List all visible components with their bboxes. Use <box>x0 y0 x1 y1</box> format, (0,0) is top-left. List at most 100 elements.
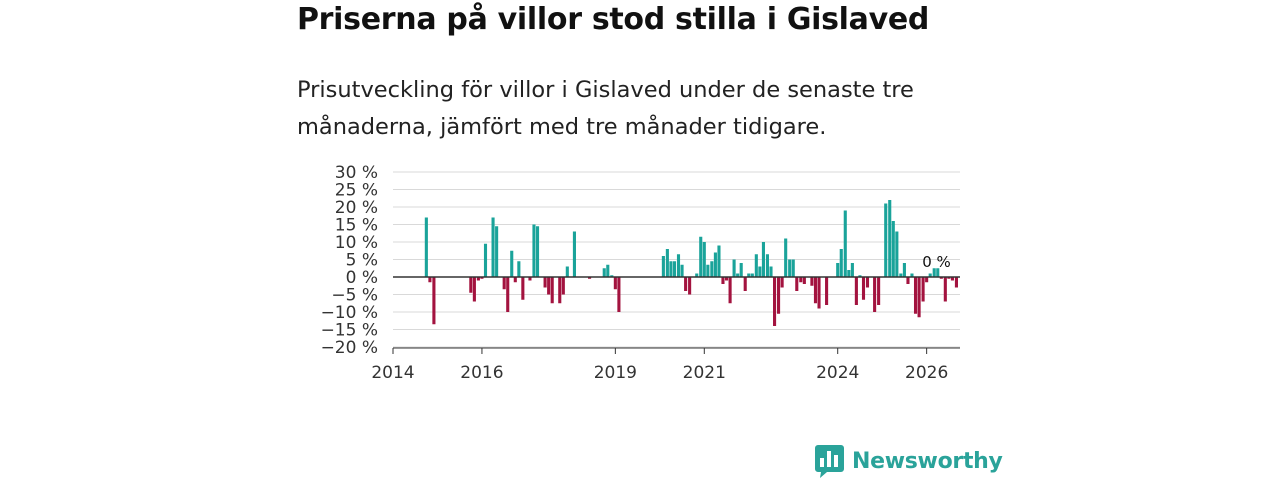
x-tick-label: 2019 <box>594 363 637 383</box>
bar <box>469 277 473 293</box>
bar <box>765 254 769 277</box>
bar <box>802 277 806 284</box>
bar <box>739 263 743 277</box>
bar <box>680 264 684 277</box>
bar <box>791 259 795 277</box>
bar <box>547 277 551 295</box>
bar <box>795 277 799 291</box>
bar <box>788 259 792 277</box>
bar <box>888 200 892 277</box>
bar <box>558 277 562 304</box>
bar <box>672 261 677 277</box>
bar <box>721 277 725 284</box>
bar <box>684 277 688 291</box>
y-tick-label: 25 % <box>335 181 378 201</box>
bar <box>784 238 788 277</box>
bar <box>932 268 936 277</box>
bar <box>936 268 940 277</box>
bar <box>699 236 703 277</box>
bar <box>502 277 506 290</box>
bar <box>891 221 895 277</box>
bar <box>476 277 480 281</box>
bar <box>854 277 858 305</box>
bar <box>661 256 665 277</box>
x-tick-label: 2021 <box>683 363 726 383</box>
page-subtitle: Prisutveckling för villor i Gislaved und… <box>297 77 914 140</box>
x-tick-label: 2014 <box>371 363 414 383</box>
bar <box>850 263 854 277</box>
bar <box>506 277 510 312</box>
bar <box>480 277 484 279</box>
bar <box>817 277 821 309</box>
bar <box>839 249 843 277</box>
bar <box>561 277 565 295</box>
bar <box>884 203 888 277</box>
bar <box>899 273 903 277</box>
chart-speech-bubble-icon <box>815 445 844 478</box>
bar <box>676 254 681 277</box>
y-tick-label: −5 % <box>331 286 378 306</box>
bar <box>843 210 847 277</box>
bar <box>813 277 818 304</box>
bar <box>769 266 773 277</box>
bar <box>432 277 436 325</box>
bar <box>710 261 714 277</box>
newsworthy-logo[interactable]: Newsworthy <box>815 445 1003 478</box>
bar <box>747 273 751 277</box>
bar <box>895 231 899 277</box>
bar <box>950 277 954 281</box>
bar <box>572 231 576 277</box>
bar <box>713 252 717 277</box>
bar <box>902 263 906 277</box>
bar <box>947 277 951 279</box>
bar <box>761 242 765 277</box>
bar <box>825 277 829 305</box>
bar <box>858 275 862 277</box>
bar <box>543 277 547 288</box>
bar <box>799 277 803 283</box>
latest-value-annotation: 0 % <box>922 253 951 271</box>
bar <box>861 277 866 300</box>
y-tick-label: −20 % <box>321 338 378 358</box>
bar <box>921 277 925 302</box>
y-tick-label: 20 % <box>335 198 378 218</box>
bar <box>910 273 914 277</box>
bar <box>665 249 669 277</box>
bar <box>565 266 569 277</box>
bar <box>750 273 754 277</box>
bar <box>606 264 610 277</box>
bar <box>780 277 784 288</box>
logo-text: Newsworthy <box>852 449 1003 474</box>
bar <box>510 250 514 277</box>
bar <box>724 277 729 281</box>
bar <box>758 266 762 277</box>
bar <box>428 277 432 283</box>
bar <box>939 277 943 279</box>
y-tick-label: −10 % <box>321 303 378 323</box>
bar <box>424 217 428 277</box>
bar <box>688 277 692 295</box>
bar <box>877 277 881 305</box>
bar <box>610 275 614 277</box>
bar <box>836 263 840 277</box>
bar <box>717 245 721 277</box>
bar <box>865 277 870 288</box>
page-title: Priserna på villor stod stilla i Gislave… <box>297 2 930 37</box>
bar <box>491 217 495 277</box>
bar <box>602 268 606 277</box>
bar <box>495 226 499 277</box>
bar <box>528 277 532 281</box>
bar <box>732 259 736 277</box>
bar <box>777 277 781 314</box>
bar <box>695 273 699 277</box>
bar <box>925 277 929 283</box>
y-tick-label: 30 % <box>335 163 378 183</box>
y-tick-label: 0 % <box>346 268 378 288</box>
x-tick-label: 2026 <box>905 363 948 383</box>
bar <box>706 264 710 277</box>
x-tick-label: 2016 <box>460 363 503 383</box>
bar <box>873 277 877 312</box>
bar <box>613 277 617 290</box>
bar <box>532 224 536 277</box>
